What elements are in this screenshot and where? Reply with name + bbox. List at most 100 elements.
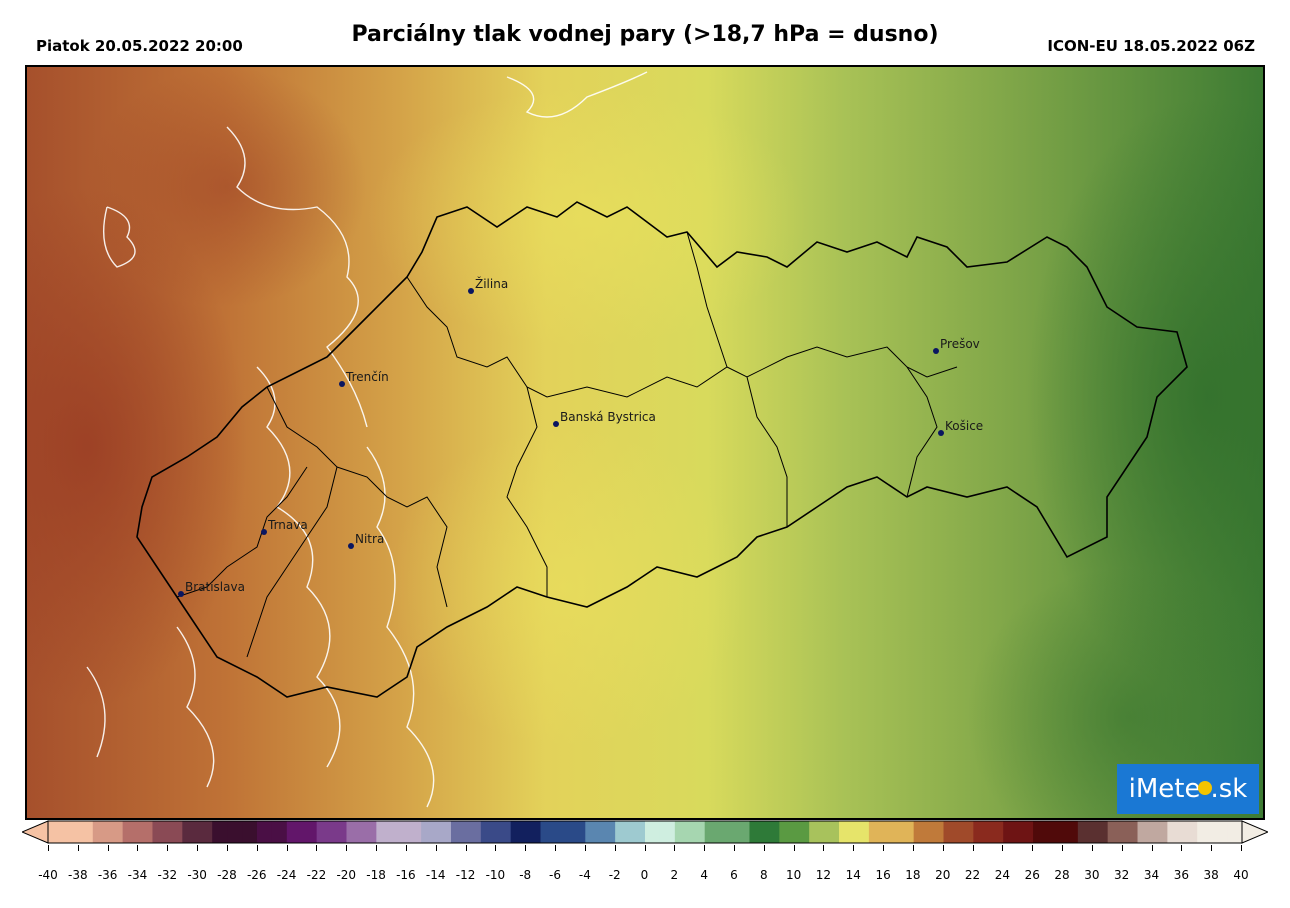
colorbar-tick-label: -18	[366, 868, 386, 882]
colorbar-cell	[421, 821, 437, 843]
colorbar-tick-label: -2	[608, 868, 621, 882]
colorbar-cell	[406, 821, 422, 843]
city-dot-banska-bystrica	[553, 421, 559, 427]
colorbar-cell	[92, 821, 109, 843]
colorbar-tick-mark	[972, 845, 974, 851]
colorbar-cell	[794, 821, 810, 843]
sun-icon	[1198, 780, 1213, 795]
colorbar-cell	[1212, 821, 1228, 843]
colorbar-tick-label: 30	[1084, 868, 1100, 882]
colorbar-cell	[988, 821, 1004, 843]
colorbar-cell	[137, 821, 154, 843]
colorbar-tick-label: 20	[935, 868, 951, 882]
colorbar-tick-label: -10	[485, 868, 506, 882]
colorbar-tick-label: -26	[246, 868, 267, 882]
logo-text-right: .sk	[1210, 774, 1248, 804]
colorbar-tick-label: 40	[1233, 868, 1249, 882]
colorbar-cell	[1137, 821, 1154, 843]
colorbar-tick-label: -36	[97, 868, 118, 882]
colorbar-tick-mark	[912, 845, 914, 851]
city-dot-trencin	[339, 381, 345, 387]
colorbar-cell	[301, 821, 318, 843]
colorbar-cell	[1122, 821, 1139, 843]
colorbar-cell	[630, 821, 646, 843]
colorbar-cell	[152, 821, 168, 843]
city-markers: Žilina Prešov Trenčín Banská Bystrica Ko…	[178, 276, 983, 597]
colorbar-tick-label: 36	[1173, 868, 1189, 882]
imeteo-logo[interactable]: iMete .sk	[1117, 764, 1259, 814]
colorbar-cell	[1227, 821, 1243, 843]
colorbar-right-arrow	[1241, 820, 1268, 844]
colorbar-tick-label: -24	[276, 868, 297, 882]
colorbar-cell	[316, 821, 333, 843]
colorbar-cell	[898, 821, 915, 843]
colorbar-cell	[62, 821, 79, 843]
colorbar-cell	[540, 821, 557, 843]
colorbar-cell	[913, 821, 930, 843]
colorbar-cell	[1182, 821, 1198, 843]
city-label-nitra: Nitra	[355, 532, 384, 546]
colorbar-tick-mark	[525, 845, 527, 851]
colorbar-cell	[271, 821, 288, 843]
colorbar-cell	[958, 821, 974, 843]
colorbar-cell	[824, 821, 840, 843]
colorbar-cell	[928, 821, 945, 843]
colorbar-cell	[465, 821, 482, 843]
colorbar-tick-mark	[1002, 845, 1004, 851]
colorbar-tick-mark	[584, 845, 586, 851]
city-dot-zilina	[468, 288, 474, 294]
colorbar-tick-label: 8	[759, 868, 768, 882]
colorbar-tick-label: 38	[1203, 868, 1219, 882]
colorbar-cell	[883, 821, 900, 843]
colorbar-tick-mark	[226, 845, 228, 851]
logo-text-left: iMete	[1128, 774, 1201, 804]
colorbar-tick-label: 16	[875, 868, 891, 882]
colorbar-cell	[749, 821, 766, 843]
colorbar-tick-mark	[733, 845, 735, 851]
city-dot-kosice	[938, 430, 944, 436]
city-label-kosice: Košice	[945, 419, 983, 433]
colorbar-frame	[47, 820, 1243, 844]
colorbar-cell	[197, 821, 213, 843]
pressure-map: Žilina Prešov Trenčín Banská Bystrica Ko…	[25, 65, 1265, 820]
colorbar-cell	[943, 821, 960, 843]
colorbar-cell	[1018, 821, 1034, 843]
city-label-trnava: Trnava	[267, 518, 308, 532]
colorbar-tick-label: 4	[700, 868, 708, 882]
colorbar-tick-label: 10	[785, 868, 802, 882]
colorbar-tick-mark	[77, 845, 79, 851]
colorbar-cell	[734, 821, 751, 843]
colorbar-tick-mark	[555, 845, 557, 851]
colorbar-tick-mark	[763, 845, 765, 851]
colorbar-tick-mark	[853, 845, 855, 851]
colorbar-cell	[107, 821, 124, 843]
colorbar-tick-label: -30	[187, 868, 207, 882]
colorbar-tick-label: -28	[217, 868, 237, 882]
colorbar-tick-label: -20	[336, 868, 357, 882]
city-label-presov: Prešov	[940, 337, 980, 351]
colorbar-tick-label: -22	[306, 868, 327, 882]
colorbar-tick-label: -12	[455, 868, 476, 882]
colorbar-tick-mark	[942, 845, 944, 851]
colorbar-cell	[645, 821, 661, 843]
colorbar-tick-label: 24	[994, 868, 1011, 882]
colorbar-tick-mark	[435, 845, 437, 851]
colorbar-tick-mark	[376, 845, 378, 851]
colorbar-cell	[1077, 821, 1094, 843]
colorbar-cell	[167, 821, 183, 843]
colorbar-cell	[331, 821, 348, 843]
colorbar-tick-label: 22	[964, 868, 981, 882]
colorbar-tick-label: -40	[38, 868, 58, 882]
colorbar-cell	[868, 821, 885, 843]
colorbar-cell	[689, 821, 706, 843]
model-run-label: ICON-EU 18.05.2022 06Z	[1047, 37, 1255, 55]
colorbar-cell	[510, 821, 527, 843]
colorbar-cell	[450, 821, 467, 843]
city-dot-nitra	[348, 543, 354, 549]
colorbar-tick-label: -32	[157, 868, 178, 882]
colorbar-cell	[391, 821, 407, 843]
colorbar-tick-mark	[465, 845, 467, 851]
colorbar-tick-label: 28	[1054, 868, 1070, 882]
colorbar-tick-mark	[1211, 845, 1213, 851]
colorbar-tick-label: 12	[815, 868, 832, 882]
